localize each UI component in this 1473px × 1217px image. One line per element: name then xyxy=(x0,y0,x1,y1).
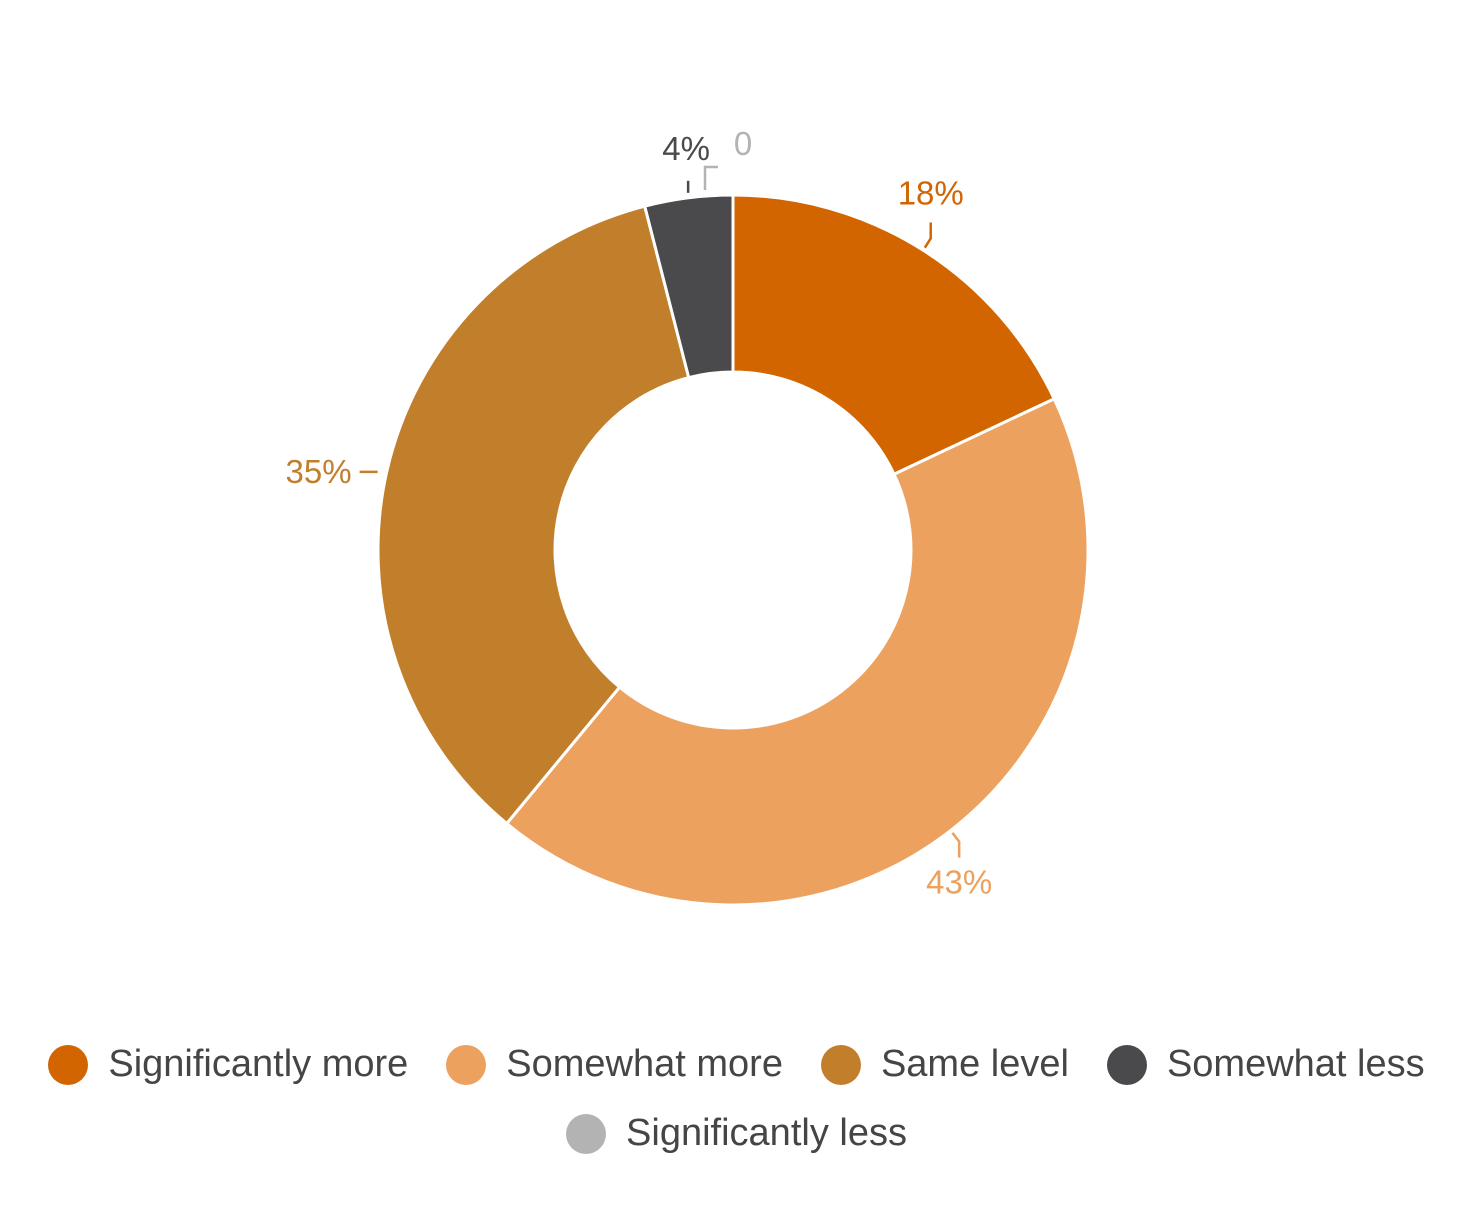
data-label-somewhat-more: 43% xyxy=(926,864,992,901)
legend-label: Same level xyxy=(880,1043,1069,1085)
legend-item-same-level[interactable]: Same level xyxy=(820,1043,1069,1086)
data-label-same-level: 35% xyxy=(286,453,352,490)
legend-marker xyxy=(566,1113,607,1154)
leader-line-significantly-more xyxy=(923,222,932,249)
donut-chart-svg: 18% 43% 35% 4% 0 xyxy=(286,125,1090,907)
legend-marker xyxy=(820,1044,861,1085)
legend-label: Somewhat less xyxy=(1166,1043,1425,1085)
slice-somewhat-more[interactable] xyxy=(504,396,1090,907)
legend-item-somewhat-more[interactable]: Somewhat more xyxy=(446,1043,783,1086)
legend: Significantly more Somewhat more Same le… xyxy=(0,1043,1473,1086)
slice-significantly-more[interactable] xyxy=(731,193,1057,477)
leader-line-significantly-less xyxy=(703,165,718,190)
legend-marker xyxy=(446,1044,487,1085)
data-label-significantly-less: 0 xyxy=(734,125,752,162)
legend-label: Somewhat more xyxy=(506,1043,783,1085)
legend-item-somewhat-less[interactable]: Somewhat less xyxy=(1106,1043,1425,1086)
legend-item-significantly-more[interactable]: Significantly more xyxy=(48,1043,408,1086)
legend-row-2: Significantly less xyxy=(0,1112,1473,1155)
data-label-somewhat-less: 4% xyxy=(662,130,710,167)
legend-item-significantly-less[interactable]: Significantly less xyxy=(566,1112,907,1155)
legend-label: Significantly more xyxy=(108,1043,409,1085)
slice-somewhat-less[interactable] xyxy=(642,193,735,380)
legend-marker xyxy=(1106,1044,1147,1085)
legend-label: Significantly less xyxy=(626,1112,907,1154)
legend-marker xyxy=(48,1044,89,1085)
data-label-significantly-more: 18% xyxy=(898,174,964,211)
slice-same-level[interactable] xyxy=(376,204,691,826)
leader-line-somewhat-more xyxy=(951,832,961,858)
